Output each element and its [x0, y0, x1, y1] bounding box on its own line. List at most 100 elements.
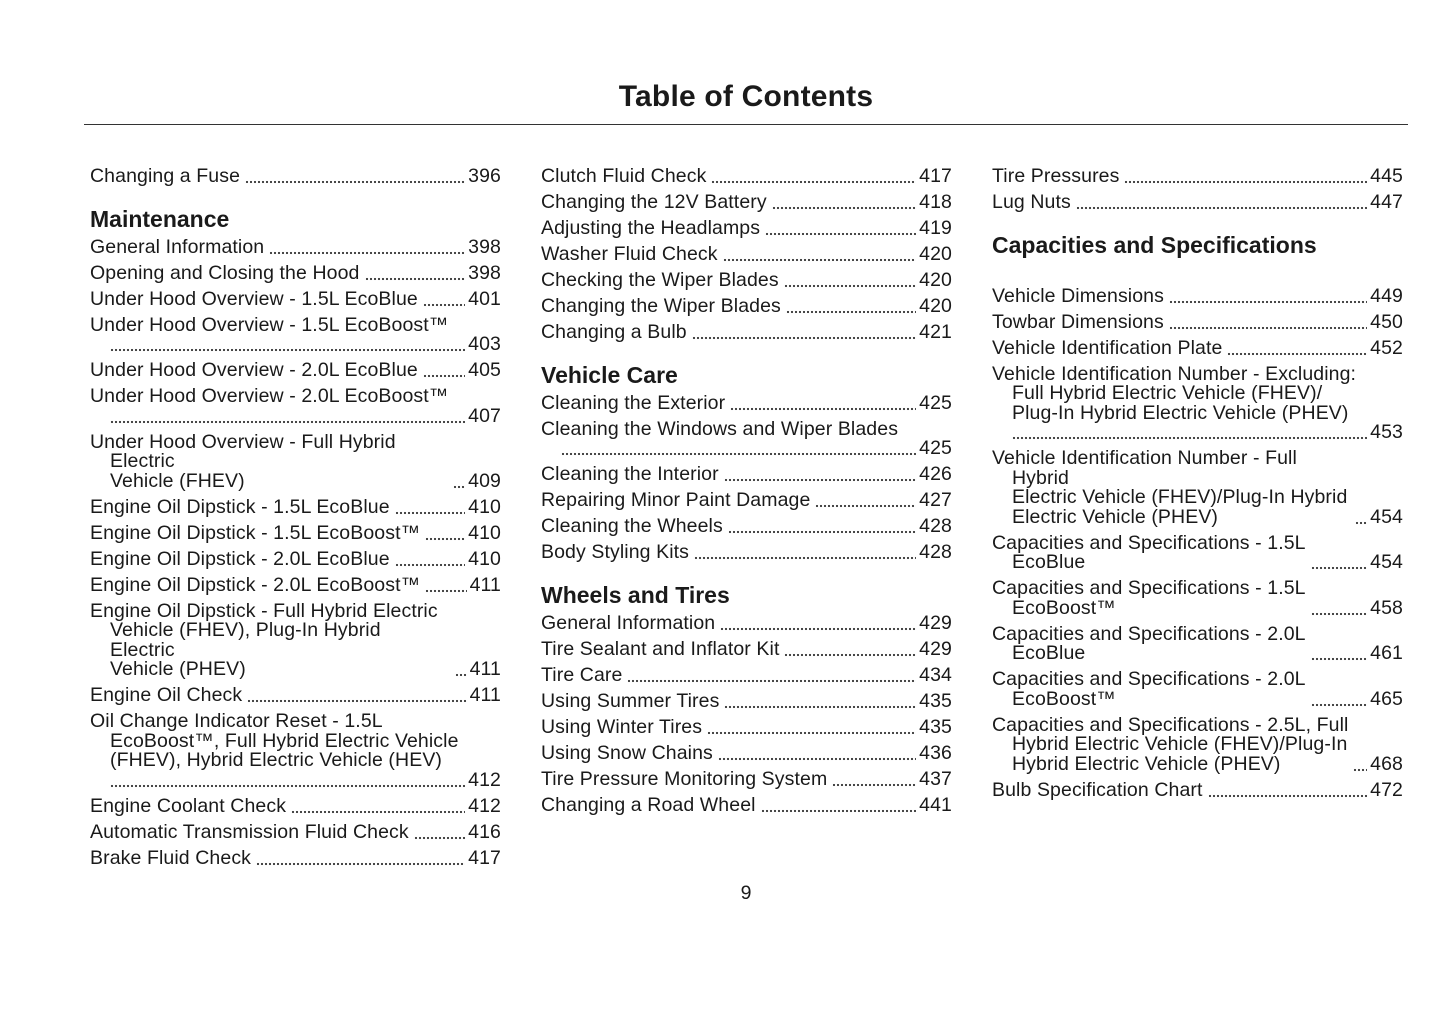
entry-title[interactable]: Tire Sealant and Inflator Kit	[541, 637, 780, 660]
entry-page-number[interactable]: 411	[469, 684, 501, 706]
entry-page-number[interactable]: 465	[1370, 687, 1403, 710]
entry-title[interactable]: Using Summer Tires	[541, 689, 720, 712]
entry-title[interactable]: Cleaning the Windows and Wiper Blades	[541, 417, 899, 440]
entry-page-number[interactable]: 420	[919, 269, 952, 291]
section-heading[interactable]: Maintenance	[90, 205, 230, 232]
entry-page-number[interactable]: 449	[1370, 284, 1403, 307]
entry-title[interactable]: Under Hood Overview - 2.0L EcoBlue	[90, 359, 418, 381]
entry-page-number[interactable]: 401	[468, 287, 501, 310]
toc-entry[interactable]: Engine Coolant Check 412	[90, 794, 501, 817]
toc-entry[interactable]: Tire Pressures 445	[992, 165, 1403, 187]
toc-entry[interactable]: Clutch Fluid Check 417	[541, 165, 952, 187]
toc-entry[interactable]: Vehicle Identification Number - Full Hyb…	[992, 447, 1403, 528]
entry-title[interactable]: Clutch Fluid Check	[541, 165, 707, 187]
entry-title[interactable]: Changing the Wiper Blades	[541, 295, 781, 317]
entry-page-number[interactable]: 429	[919, 637, 952, 660]
entry-title[interactable]: Checking the Wiper Blades	[541, 269, 779, 291]
toc-entry[interactable]: Tire Sealant and Inflator Kit 429	[541, 637, 952, 660]
entry-title[interactable]: Engine Oil Dipstick - Full Hybrid Electr…	[90, 599, 438, 680]
toc-entry[interactable]: Using Winter Tires 435	[541, 717, 952, 737]
toc-entry[interactable]: Bulb Specification Chart 472	[992, 778, 1403, 801]
entry-page-number[interactable]: 417	[468, 846, 501, 869]
entry-page-number[interactable]: 418	[919, 191, 952, 213]
entry-title[interactable]: Cleaning the Interior	[541, 463, 719, 485]
entry-page-number[interactable]: 441	[919, 793, 952, 816]
entry-page-number[interactable]: 454	[1370, 551, 1403, 573]
entry-page-number[interactable]: 411	[469, 658, 501, 680]
entry-title[interactable]: Adjusting the Headlamps	[541, 217, 761, 239]
toc-entry[interactable]: Oil Change Indicator Reset - 1.5L EcoBoo…	[90, 710, 501, 791]
entry-title[interactable]: Engine Coolant Check	[90, 794, 287, 817]
toc-entry[interactable]: Changing a Bulb 421	[541, 321, 952, 343]
entry-page-number[interactable]: 398	[468, 261, 501, 284]
entry-page-number[interactable]: 410	[468, 547, 501, 570]
toc-entry[interactable]: Changing the 12V Battery 418	[541, 191, 952, 213]
entry-title[interactable]: Changing a Bulb	[541, 321, 687, 343]
toc-entry[interactable]: Under Hood Overview - Full Hybrid Electr…	[90, 432, 501, 492]
toc-entry[interactable]: Under Hood Overview - 1.5L EcoBlue 401	[90, 287, 501, 310]
entry-title[interactable]: Vehicle Identification Number - Excludin…	[992, 362, 1357, 424]
toc-entry[interactable]: Changing a Road Wheel 441	[541, 793, 952, 816]
entry-title[interactable]: Tire Care	[541, 663, 623, 686]
entry-page-number[interactable]: 398	[468, 235, 501, 258]
entry-title[interactable]: Automatic Transmission Fluid Check	[90, 820, 409, 843]
entry-title[interactable]: Towbar Dimensions	[992, 310, 1164, 333]
entry-page-number[interactable]: 419	[919, 217, 952, 239]
entry-page-number[interactable]: 468	[1370, 752, 1403, 775]
entry-page-number[interactable]: 405	[468, 359, 501, 381]
entry-page-number[interactable]: 420	[919, 243, 952, 265]
entry-page-number[interactable]: 458	[1370, 596, 1403, 619]
entry-page-number[interactable]: 412	[468, 768, 501, 791]
entry-page-number[interactable]: 454	[1370, 505, 1403, 528]
entry-page-number[interactable]: 435	[919, 689, 952, 712]
entry-title[interactable]: Under Hood Overview - 2.0L EcoBoost™	[90, 385, 449, 407]
entry-page-number[interactable]: 428	[919, 515, 952, 537]
entry-page-number[interactable]: 461	[1370, 642, 1403, 664]
entry-page-number[interactable]: 447	[1370, 191, 1403, 213]
toc-entry[interactable]: Vehicle Identification Number - Excludin…	[992, 362, 1403, 443]
entry-title[interactable]: Engine Oil Check	[90, 684, 243, 706]
entry-title[interactable]: Body Styling Kits	[541, 541, 690, 563]
entry-page-number[interactable]: 421	[919, 321, 952, 343]
toc-entry[interactable]: Tire Pressure Monitoring System 437	[541, 769, 952, 789]
entry-title[interactable]: Under Hood Overview - 1.5L EcoBlue	[90, 287, 418, 310]
toc-entry[interactable]: Using Summer Tires 435	[541, 689, 952, 712]
entry-title[interactable]: Repairing Minor Paint Damage	[541, 489, 811, 511]
toc-entry[interactable]: Engine Oil Dipstick - 1.5L EcoBoost™ 410	[90, 521, 501, 544]
toc-entry[interactable]: Capacities and Specifications - 1.5L Eco…	[992, 533, 1403, 573]
entry-title[interactable]: Vehicle Identification Number - Full Hyb…	[992, 447, 1348, 528]
entry-page-number[interactable]: 472	[1370, 778, 1403, 801]
toc-entry[interactable]: Checking the Wiper Blades 420	[541, 269, 952, 291]
entry-page-number[interactable]: 407	[468, 404, 501, 427]
entry-page-number[interactable]: 410	[468, 521, 501, 544]
entry-page-number[interactable]: 425	[919, 437, 952, 459]
entry-title[interactable]: Changing the 12V Battery	[541, 191, 767, 213]
entry-title[interactable]: Oil Change Indicator Reset - 1.5L EcoBoo…	[90, 710, 459, 771]
toc-entry[interactable]: Washer Fluid Check 420	[541, 243, 952, 265]
entry-page-number[interactable]: 452	[1370, 336, 1403, 359]
toc-entry[interactable]: Changing the Wiper Blades 420	[541, 295, 952, 317]
toc-entry[interactable]: Capacities and Specifications - 2.0L Eco…	[992, 622, 1403, 664]
toc-entry[interactable]: Cleaning the Interior 426	[541, 463, 952, 485]
entry-page-number[interactable]: 427	[919, 489, 952, 511]
entry-page-number[interactable]: 409	[468, 469, 501, 492]
entry-page-number[interactable]: 434	[919, 663, 952, 686]
toc-entry[interactable]: Engine Oil Dipstick - Full Hybrid Electr…	[90, 599, 501, 680]
toc-entry[interactable]: Under Hood Overview - 1.5L EcoBoost™ 403	[90, 315, 501, 355]
toc-entry[interactable]: Repairing Minor Paint Damage 427	[541, 489, 952, 511]
toc-entry[interactable]: Under Hood Overview - 2.0L EcoBoost™ 407	[90, 385, 501, 427]
entry-page-number[interactable]: 445	[1370, 165, 1403, 187]
entry-title[interactable]: Opening and Closing the Hood	[90, 261, 360, 284]
entry-title[interactable]: Cleaning the Exterior	[541, 391, 726, 414]
toc-entry[interactable]: Vehicle Dimensions 449	[992, 284, 1403, 307]
section-heading[interactable]: Wheels and Tires	[541, 581, 730, 608]
toc-entry[interactable]: Engine Oil Dipstick - 1.5L EcoBlue 410	[90, 497, 501, 517]
toc-entry[interactable]: Cleaning the Wheels 428	[541, 515, 952, 537]
entry-page-number[interactable]: 453	[1370, 421, 1403, 443]
entry-title[interactable]: Using Snow Chains	[541, 741, 713, 764]
entry-title[interactable]: Capacities and Specifications - 2.0L Eco…	[992, 668, 1306, 710]
entry-page-number[interactable]: 416	[468, 820, 501, 843]
entry-title[interactable]: Capacities and Specifications - 2.0L Eco…	[992, 622, 1306, 664]
toc-entry[interactable]: Lug Nuts 447	[992, 191, 1403, 213]
entry-title[interactable]: Lug Nuts	[992, 191, 1071, 213]
